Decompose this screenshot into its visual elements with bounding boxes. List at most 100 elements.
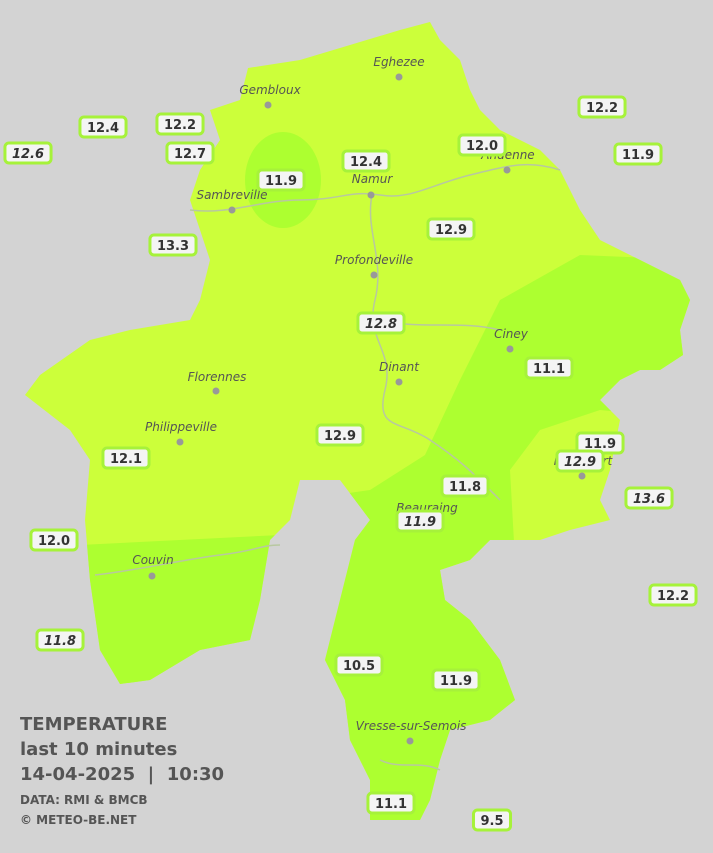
- station-box: [35, 628, 85, 652]
- station-value: 9.5: [480, 814, 503, 829]
- city-dot: [503, 166, 511, 174]
- legend-source: DATA: RMI & BMCB: [20, 793, 148, 807]
- station-box: [471, 808, 513, 832]
- station: 12.7: [165, 141, 215, 165]
- station-box: [366, 791, 416, 815]
- city-label: Sambreville: [196, 188, 267, 202]
- station-box: [648, 583, 698, 607]
- station: 9.5: [471, 808, 513, 832]
- station-value: 13.3: [157, 239, 189, 254]
- station: 12.2: [648, 583, 698, 607]
- station: 12.9: [426, 217, 476, 241]
- station-value: 12.0: [466, 139, 498, 154]
- station-value: 12.8: [365, 317, 397, 332]
- station: 11.8: [440, 474, 490, 498]
- station-box: [29, 528, 79, 552]
- station-value: 13.6: [633, 492, 665, 507]
- city-label: Dinant: [379, 360, 420, 374]
- city-label: Florennes: [188, 370, 247, 384]
- station: 12.0: [457, 133, 507, 157]
- legend: TEMPERATURE last 10 minutes 14-04-2025 |…: [20, 714, 224, 827]
- station-value: 12.2: [586, 101, 618, 116]
- station-box: [577, 95, 627, 119]
- station-value: 12.0: [38, 534, 70, 549]
- station-box: [431, 668, 481, 692]
- station-value: 11.9: [404, 515, 436, 530]
- station: 11.8: [35, 628, 85, 652]
- station-box: [148, 233, 198, 257]
- station: 12.2: [155, 112, 205, 136]
- station: 12.4: [341, 149, 391, 173]
- station-box: [334, 653, 384, 677]
- station-box: [356, 311, 406, 335]
- station: 12.9: [315, 423, 365, 447]
- city-dot: [578, 472, 586, 480]
- station: 10.5: [334, 653, 384, 677]
- station-box: [457, 133, 507, 157]
- stations: 12.4 12.2 12.6 12.7 11.9 12.4 12.0 12.2 11.9 13.3…: [3, 95, 698, 832]
- city-dot: [506, 345, 514, 353]
- station-value: 12.1: [110, 452, 142, 467]
- legend-period: last 10 minutes: [20, 739, 177, 760]
- station-box: [524, 356, 574, 380]
- station-value: 10.5: [343, 659, 375, 674]
- station: 11.9: [575, 431, 625, 455]
- station-value: 11.9: [440, 674, 472, 689]
- station: 12.9: [555, 449, 605, 473]
- station: 12.6: [3, 141, 53, 165]
- station-value: 12.2: [657, 589, 689, 604]
- city-label: Profondeville: [335, 253, 413, 267]
- station: 11.9: [256, 168, 306, 192]
- station-value: 11.8: [44, 634, 76, 649]
- station-box: [315, 423, 365, 447]
- station-box: [3, 141, 53, 165]
- station: 11.1: [366, 791, 416, 815]
- station: 11.9: [613, 142, 663, 166]
- station-box: [555, 449, 605, 473]
- station: 11.9: [395, 509, 445, 533]
- city-dot: [264, 101, 272, 109]
- station-box: [78, 115, 128, 139]
- city-label: Eghezee: [373, 55, 424, 69]
- legend-datetime: 14-04-2025 | 10:30: [20, 764, 224, 785]
- station-value: 12.9: [435, 223, 467, 238]
- legend-copyright: © METEO-BE.NET: [20, 813, 137, 827]
- city-label: Couvin: [132, 553, 173, 567]
- station-value: 12.6: [12, 147, 44, 162]
- station-value: 11.9: [265, 174, 297, 189]
- station-box: [165, 141, 215, 165]
- station-value: 12.9: [564, 455, 596, 470]
- city-dot: [406, 737, 414, 745]
- station-value: 12.4: [350, 155, 382, 170]
- station-value: 12.2: [164, 118, 196, 133]
- legend-title: TEMPERATURE: [20, 714, 167, 735]
- station: 12.1: [101, 446, 151, 470]
- station-box: [155, 112, 205, 136]
- station-value: 12.7: [174, 147, 206, 162]
- station-value: 12.4: [87, 121, 119, 136]
- station: 11.9: [431, 668, 481, 692]
- station-box: [395, 509, 445, 533]
- city-dot: [370, 271, 378, 279]
- city-dot: [176, 438, 184, 446]
- station: 12.2: [577, 95, 627, 119]
- station-box: [440, 474, 490, 498]
- rivers: [94, 163, 561, 771]
- city-label: Vresse-sur-Semois: [356, 719, 467, 733]
- station-value: 11.8: [449, 480, 481, 495]
- city-label: Philippeville: [145, 420, 217, 434]
- station-value: 11.1: [533, 362, 565, 377]
- station: 12.0: [29, 528, 79, 552]
- station: 13.3: [148, 233, 198, 257]
- city-label: Gembloux: [239, 83, 301, 97]
- city-dot: [395, 73, 403, 81]
- city-label: Ciney: [494, 327, 529, 341]
- station: 12.8: [356, 311, 406, 335]
- station-box: [341, 149, 391, 173]
- station: 12.4: [78, 115, 128, 139]
- station-box: [101, 446, 151, 470]
- station-box: [256, 168, 306, 192]
- station: 11.1: [524, 356, 574, 380]
- station-value: 11.9: [622, 148, 654, 163]
